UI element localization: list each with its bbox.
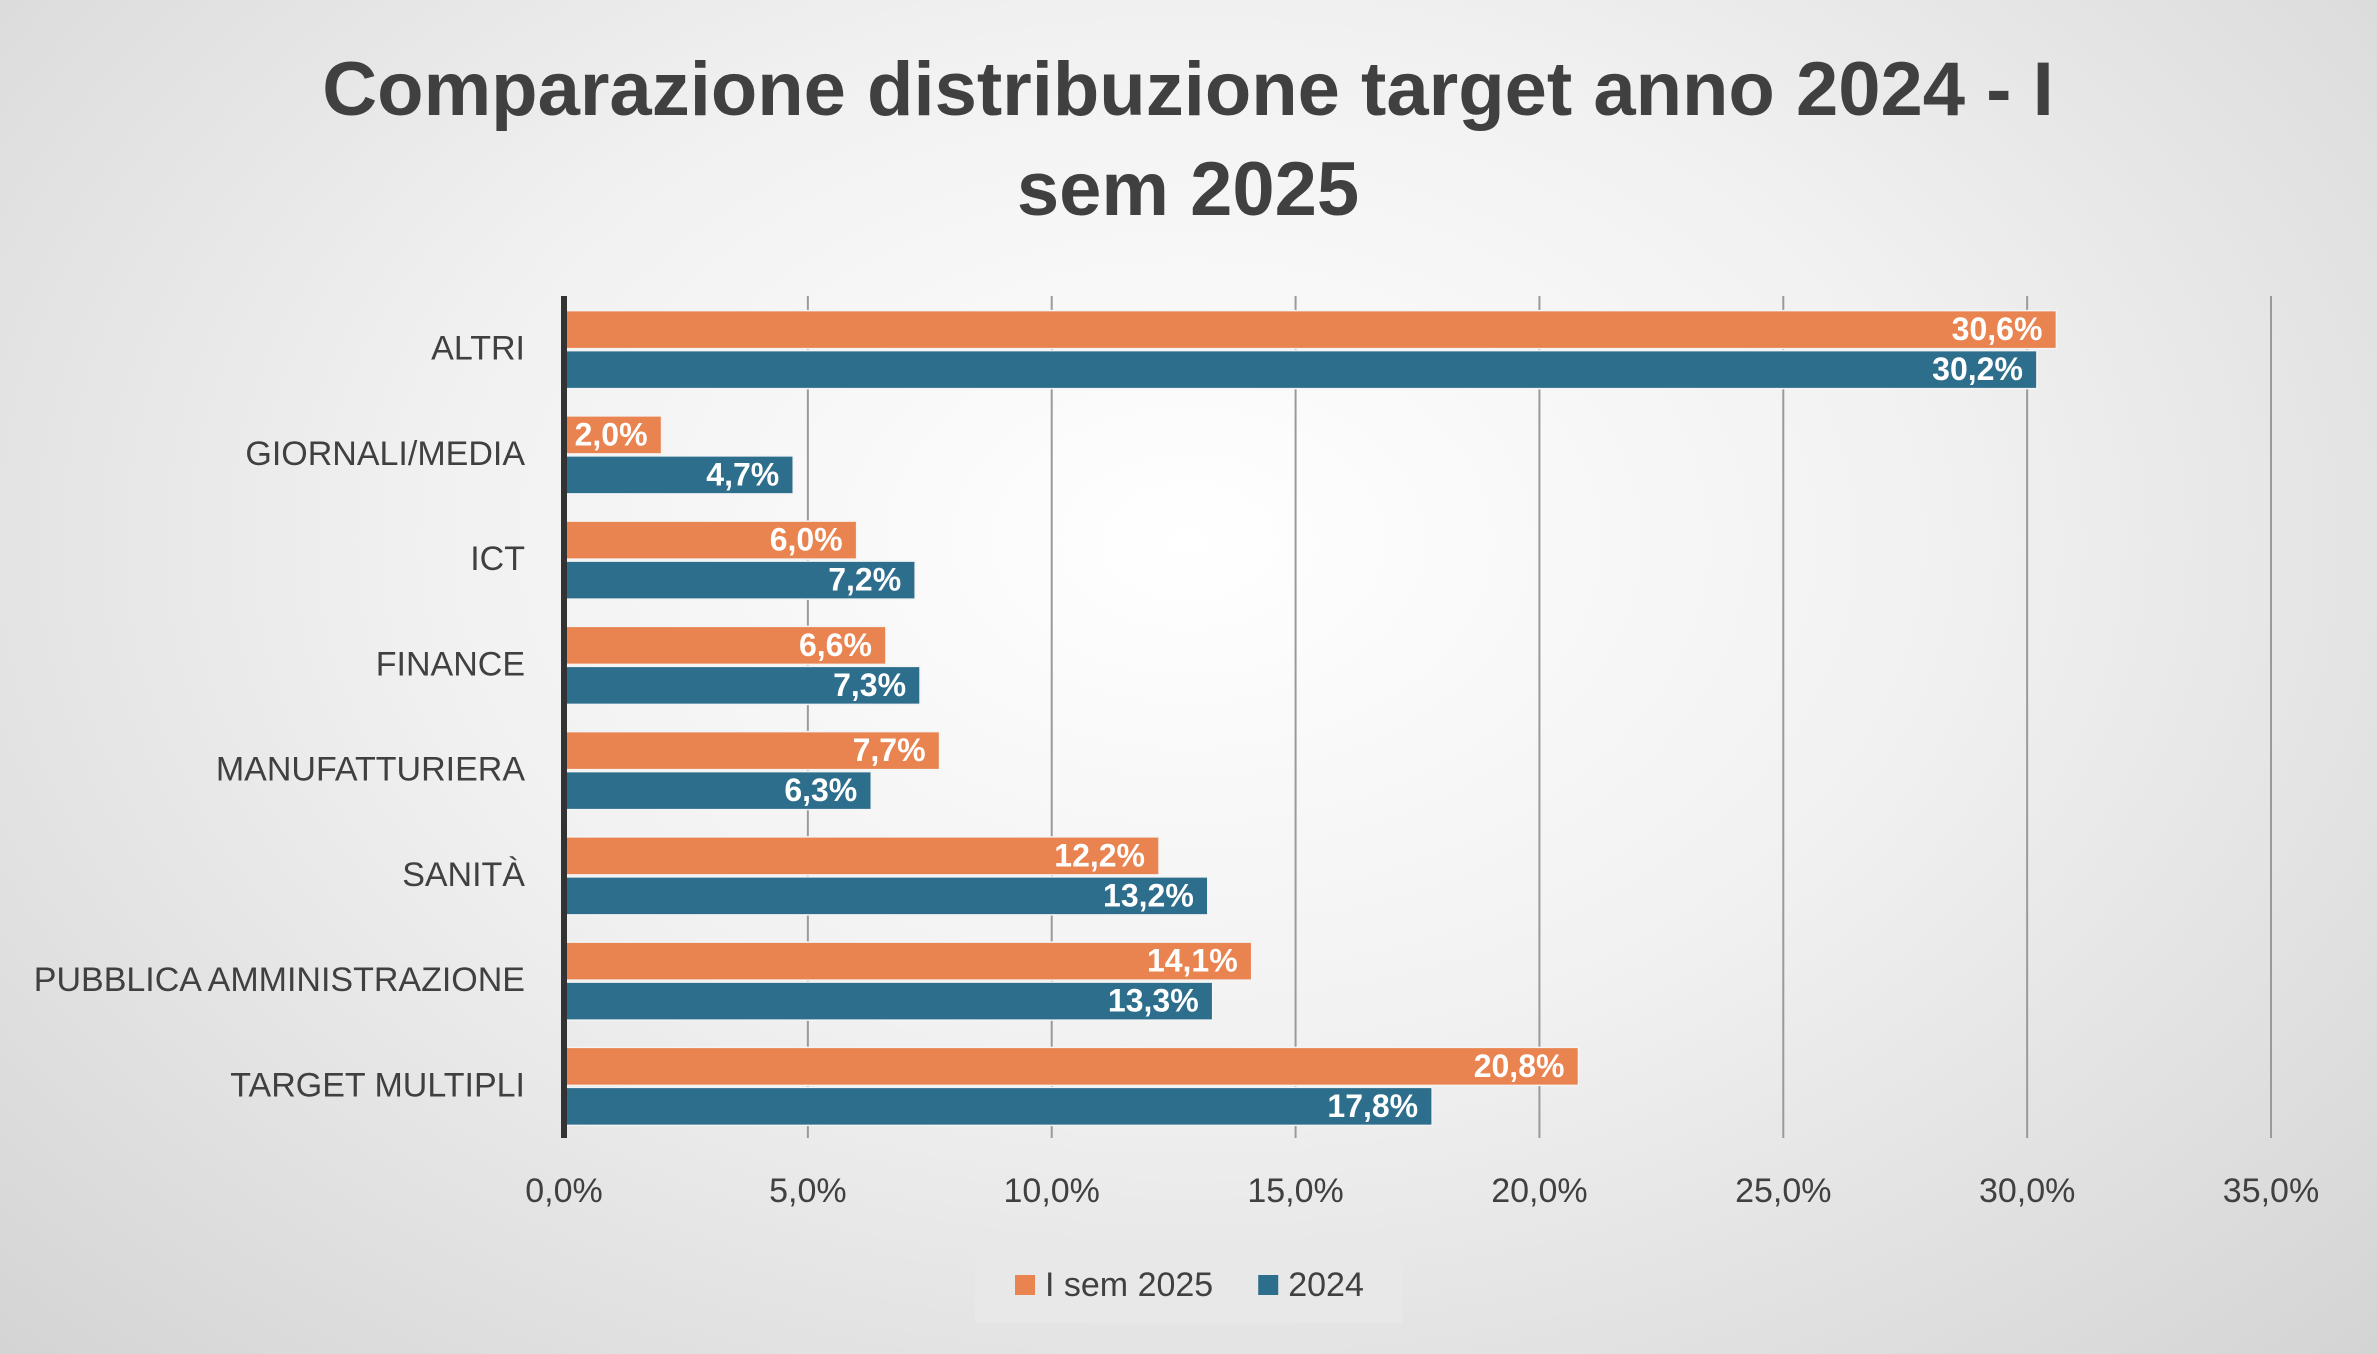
- bar: [563, 455, 794, 495]
- y-tick-label: FINANCE: [376, 645, 525, 683]
- data-label: 17,8%: [1327, 1088, 1418, 1124]
- legend-label: I sem 2025: [1045, 1266, 1213, 1304]
- data-label: 30,2%: [1932, 351, 2023, 387]
- y-tick-label: TARGET MULTIPLI: [230, 1066, 525, 1104]
- bar: [563, 1046, 1580, 1087]
- x-tick-label: 15,0%: [1247, 1172, 1343, 1210]
- y-tick-label: SANITÀ: [402, 856, 525, 894]
- bar: [563, 836, 1160, 876]
- bar: [563, 560, 916, 600]
- legend-swatch: [1258, 1275, 1279, 1295]
- bar: [563, 415, 663, 455]
- legend-box: [975, 1248, 1402, 1323]
- data-label: 4,7%: [706, 456, 779, 492]
- data-label: 7,7%: [853, 732, 926, 768]
- legend-swatch: [1015, 1275, 1035, 1295]
- bar: [563, 981, 1214, 1021]
- data-label: 2,0%: [575, 416, 648, 452]
- data-label: 14,1%: [1147, 943, 1238, 979]
- x-tick-label: 5,0%: [769, 1172, 847, 1210]
- legend-label: 2024: [1288, 1266, 1364, 1304]
- data-label: 13,2%: [1103, 877, 1194, 913]
- bar: [563, 349, 2038, 390]
- y-tick-label: MANUFATTURIERA: [216, 751, 525, 789]
- x-tick-label: 25,0%: [1735, 1172, 1831, 1210]
- bar: [563, 770, 873, 811]
- x-tick-label: 0,0%: [525, 1172, 603, 1210]
- bar: [563, 876, 1209, 916]
- data-label: 12,2%: [1054, 837, 1145, 873]
- bar: [563, 941, 1253, 981]
- y-tick-label: ALTRI: [431, 330, 525, 368]
- data-label: 30,6%: [1952, 311, 2043, 347]
- x-tick-label: 30,0%: [1979, 1172, 2075, 1210]
- data-label: 6,3%: [784, 772, 857, 808]
- bar: [563, 730, 941, 771]
- x-tick-label: 35,0%: [2223, 1172, 2319, 1210]
- x-tick-label: 20,0%: [1491, 1172, 1587, 1210]
- y-tick-label: PUBBLICA AMMINISTRAZIONE: [34, 961, 525, 999]
- data-label: 6,0%: [770, 522, 843, 558]
- data-label: 7,2%: [828, 562, 901, 598]
- x-tick-label: 10,0%: [1004, 1172, 1100, 1210]
- data-label: 13,3%: [1108, 983, 1199, 1019]
- bar: [563, 309, 2058, 350]
- bar: [563, 1086, 1433, 1127]
- chart-title: Comparazione distribuzione target anno 2…: [322, 47, 2054, 232]
- data-label: 20,8%: [1474, 1048, 1565, 1084]
- data-label: 6,6%: [799, 627, 872, 663]
- y-tick-label: GIORNALI/MEDIA: [245, 435, 525, 473]
- y-tick-label: ICT: [470, 540, 525, 578]
- data-label: 7,3%: [833, 667, 906, 703]
